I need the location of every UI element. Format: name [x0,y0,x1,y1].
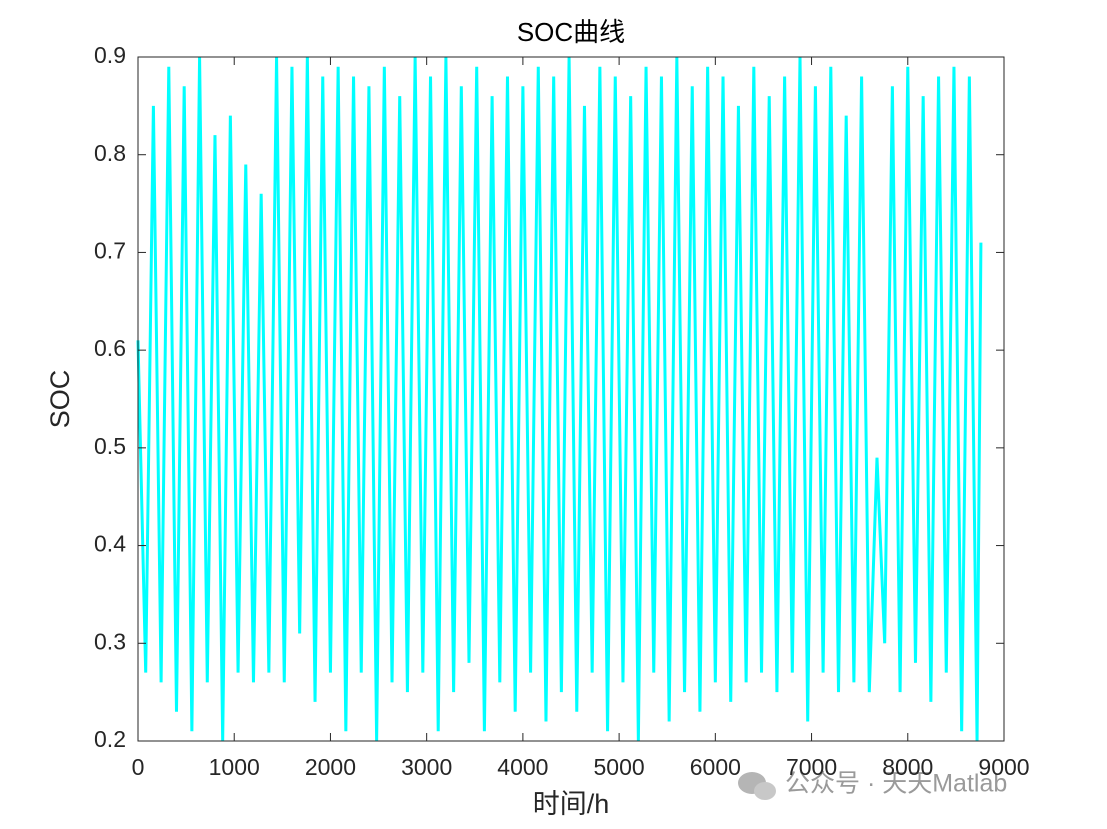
x-tick-label: 9000 [978,754,1029,780]
x-tick-label: 4000 [497,754,548,780]
y-tick-label: 0.5 [94,433,126,459]
x-tick-label: 5000 [594,754,645,780]
y-tick-label: 0.6 [94,335,126,361]
y-tick-label: 0.4 [94,531,126,557]
y-tick-label: 0.7 [94,238,126,264]
x-axis-label: 时间/h [533,789,610,819]
watermark: 公众号 · 天天Matlab [738,770,1007,800]
watermark-text: 公众号 · 天天Matlab [785,770,1007,798]
y-tick-label: 0.9 [94,42,126,68]
plot-area [136,56,1005,742]
y-tick-label: 0.3 [94,628,126,654]
x-tick-label: 7000 [786,754,837,780]
y-tick-label: 0.8 [94,140,126,166]
x-tick-label: 6000 [690,754,741,780]
y-tick-label: 0.2 [94,726,126,752]
x-tick-label: 1000 [209,754,260,780]
data-line [136,56,983,742]
x-tick-label: 2000 [305,754,356,780]
x-tick-label: 0 [132,754,145,780]
chart-title: SOC曲线 [517,17,625,47]
x-tick-label: 3000 [401,754,452,780]
axes-box [137,56,1005,742]
y-axis-label: SOC [45,370,75,429]
x-tick-label: 8000 [882,754,933,780]
